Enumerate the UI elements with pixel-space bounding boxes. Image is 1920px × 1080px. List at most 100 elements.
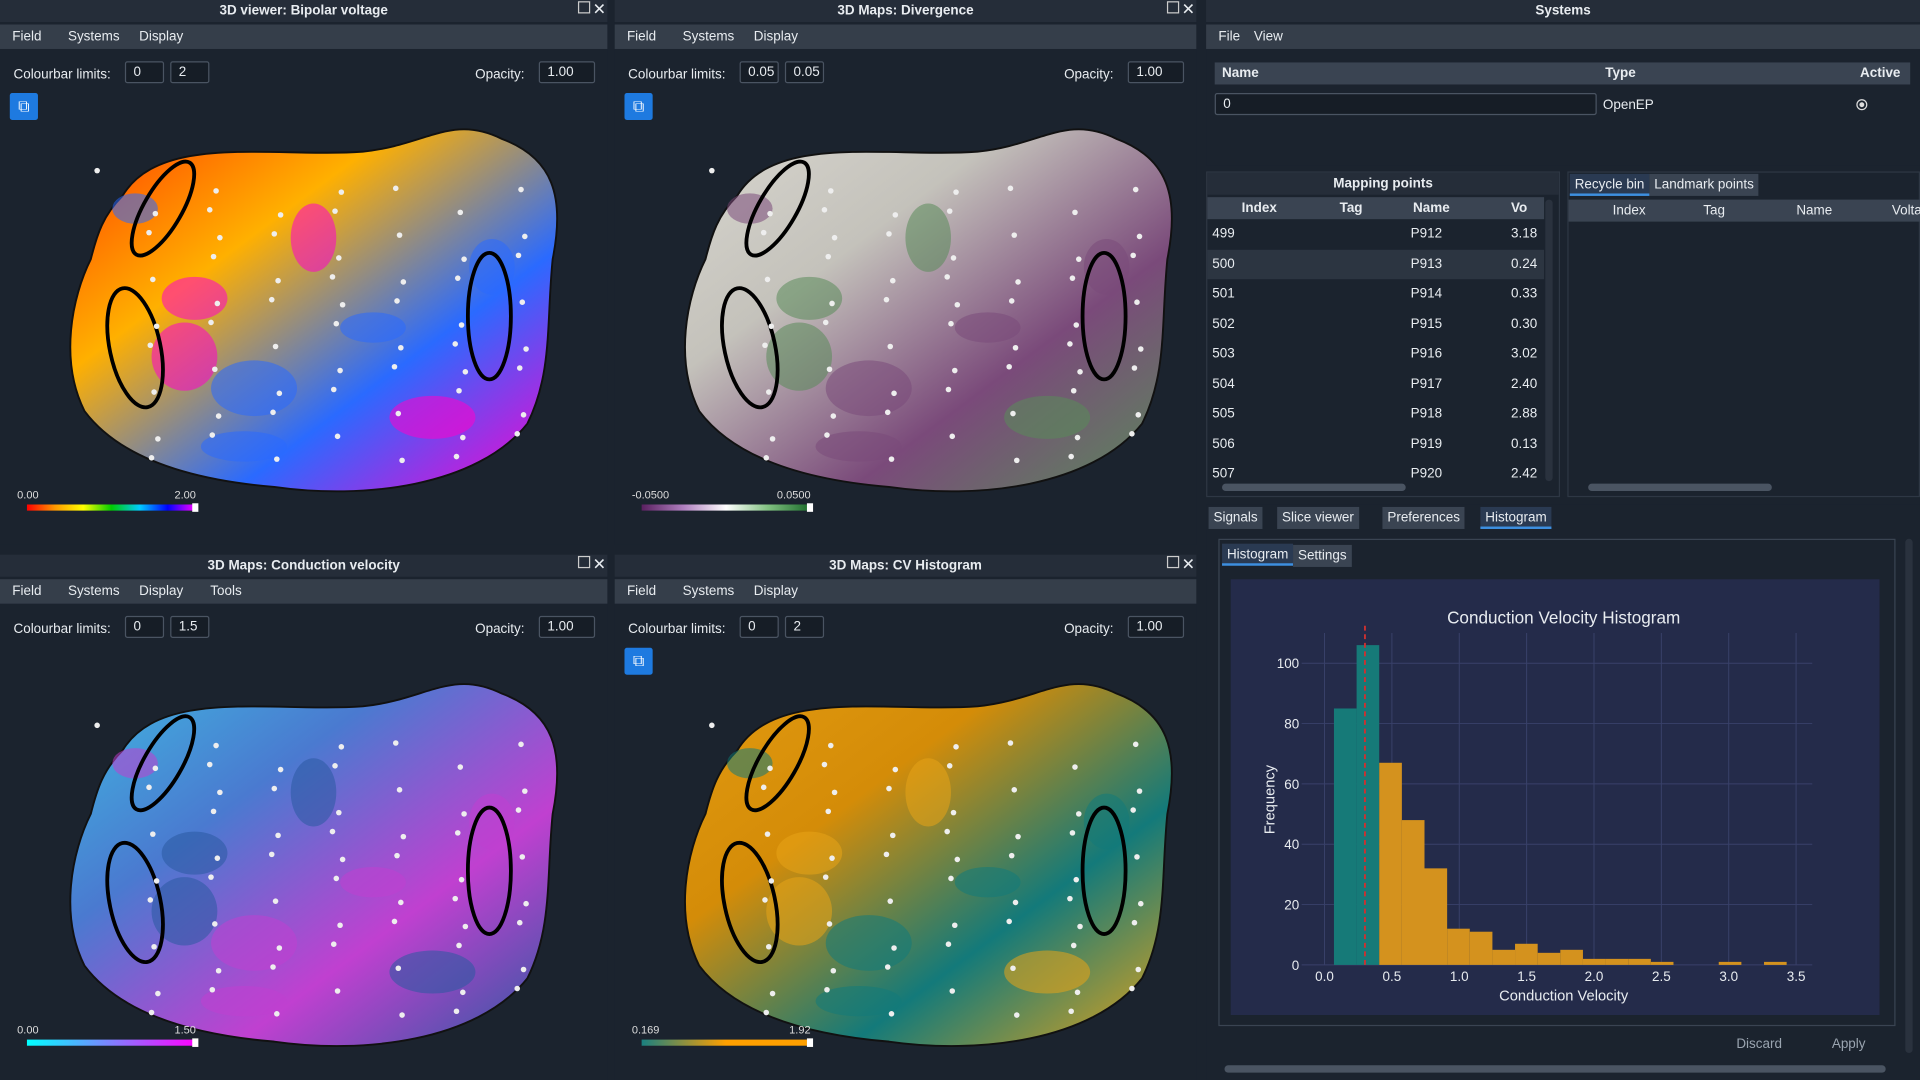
3d-map[interactable] (43, 675, 582, 1055)
electrode-point (399, 457, 405, 464)
scale-min-label: 0.169 (632, 1025, 660, 1037)
3d-map[interactable] (658, 675, 1197, 1055)
electrode-point (769, 436, 776, 442)
limit-min-input[interactable]: 0 (124, 61, 165, 84)
menu-item[interactable]: Field (12, 584, 42, 599)
limit-max-input[interactable]: 1.5 (170, 615, 210, 638)
limit-min-input[interactable]: 0.05 (739, 61, 779, 84)
menu-item[interactable]: Field (626, 584, 657, 599)
panel-close-icon[interactable]: ✕ (592, 0, 607, 19)
electrode-point (763, 455, 770, 461)
table-row[interactable]: 502 P915 0.30 (1207, 309, 1544, 338)
copy-button[interactable]: ⧉ (624, 93, 653, 121)
limit-max-input[interactable]: 0.05 (784, 61, 825, 84)
column-header: Volta (1891, 203, 1920, 218)
table-row[interactable]: 503 P916 3.02 (1207, 339, 1544, 368)
menu-item[interactable]: View (1253, 29, 1283, 45)
panel-float-icon[interactable] (577, 1, 591, 14)
limit-min-input[interactable]: 0 (739, 615, 779, 638)
menu-item[interactable]: Display (753, 584, 798, 599)
opacity-spinbox[interactable]: 1.00 (538, 615, 596, 638)
opacity-spinbox[interactable]: 1.00 (1127, 615, 1185, 638)
sub-tab[interactable]: Histogram (1222, 543, 1294, 566)
table-row[interactable]: 501 P914 0.33 (1207, 279, 1544, 308)
electrode-point (951, 922, 958, 929)
electrode-point (272, 343, 279, 350)
discard-button[interactable]: Discard (1736, 1037, 1782, 1052)
menu-item[interactable]: Systems (682, 584, 735, 599)
menu-item[interactable]: Display (139, 584, 184, 599)
menu-item[interactable]: Systems (682, 29, 735, 45)
bottom-tab[interactable]: Histogram (1480, 506, 1552, 529)
scale-bar (26, 1039, 196, 1046)
opacity-spinbox[interactable]: 1.00 (1127, 61, 1185, 84)
vertical-scrollbar[interactable] (1905, 538, 1913, 1054)
electrode-point (394, 852, 400, 859)
opacity-label: Opacity: (475, 622, 525, 637)
table-row[interactable]: 504 P917 2.40 (1207, 369, 1544, 398)
vertical-scrollbar[interactable] (1545, 199, 1553, 482)
menu-item[interactable]: Systems (67, 29, 120, 45)
horizontal-scrollbar[interactable] (1588, 483, 1772, 492)
electrode-point (883, 296, 890, 303)
3d-map[interactable] (658, 120, 1197, 500)
3d-map[interactable] (43, 120, 582, 500)
opacity-spinbox[interactable]: 1.00 (538, 61, 596, 84)
voltage-cell: 2.88 (1511, 406, 1538, 422)
index-cell: 502 (1212, 316, 1235, 332)
scale-max-label: 0.0500 (777, 490, 811, 502)
panel-close-icon[interactable]: ✕ (592, 554, 607, 574)
menu-item[interactable]: Display (139, 29, 184, 45)
electrode-point (457, 209, 464, 216)
copy-button[interactable]: ⧉ (9, 93, 38, 121)
surface-patch (825, 915, 912, 971)
viewer-panel: 3D Maps: Conduction velocity ✕ Field System… (0, 554, 608, 1080)
electrode-point (206, 761, 213, 768)
table-row[interactable]: 506 P919 0.13 (1207, 429, 1544, 458)
vein-outline (1080, 250, 1128, 382)
sub-tab[interactable]: Settings (1293, 544, 1352, 567)
panel-close-icon[interactable]: ✕ (1181, 554, 1195, 574)
menu-item[interactable]: Field (626, 29, 657, 45)
panel-close-icon[interactable]: ✕ (1181, 0, 1195, 19)
menu-item[interactable]: Field (12, 29, 42, 45)
index-cell: 503 (1212, 346, 1235, 362)
electrode-point (1011, 232, 1018, 238)
horizontal-scrollbar[interactable] (1224, 1065, 1886, 1073)
menu-item[interactable]: Tools (210, 584, 242, 599)
horizontal-scrollbar[interactable] (1222, 483, 1406, 492)
landmark-tab[interactable]: Landmark points (1649, 173, 1759, 196)
table-row[interactable]: 499 P912 3.18 (1207, 219, 1544, 248)
panel-float-icon[interactable] (1166, 1, 1180, 14)
recycle-tab[interactable]: Recycle bin (1569, 173, 1650, 196)
electrode-point (888, 1011, 895, 1017)
electrode-point (826, 921, 833, 927)
table-row[interactable]: 507 P920 2.42 (1207, 459, 1544, 488)
electrode-point (461, 256, 467, 262)
electrode-point (522, 788, 528, 794)
x-axis-label: Conduction Velocity (1499, 988, 1629, 1004)
limit-max-input[interactable]: 2 (170, 61, 210, 84)
panel-float-icon[interactable] (577, 555, 591, 569)
vein-outline (105, 840, 165, 964)
bottom-tab[interactable]: Preferences (1382, 506, 1465, 529)
system-name-input[interactable]: 0 (1214, 93, 1597, 116)
electrode-point (339, 856, 346, 863)
menu-item[interactable]: Display (753, 29, 798, 45)
menu-item[interactable]: File (1218, 29, 1241, 45)
limit-min-input[interactable]: 0 (124, 615, 165, 638)
copy-button[interactable]: ⧉ (624, 647, 653, 675)
menu-item[interactable]: Systems (67, 584, 120, 599)
electrode-point (765, 943, 772, 950)
bottom-tab[interactable]: Slice viewer (1277, 506, 1359, 529)
table-row[interactable]: 500 P913 0.24 (1207, 249, 1545, 279)
table-row[interactable]: 505 P918 2.88 (1207, 399, 1544, 428)
histogram-bar (1718, 961, 1742, 965)
limit-max-input[interactable]: 2 (784, 615, 825, 638)
bottom-tab[interactable]: Signals (1208, 506, 1263, 529)
panel-float-icon[interactable] (1166, 555, 1180, 569)
electrode-point (147, 897, 154, 903)
active-radio[interactable] (1856, 99, 1868, 111)
apply-button[interactable]: Apply (1831, 1037, 1866, 1052)
electrode-point (333, 320, 340, 327)
